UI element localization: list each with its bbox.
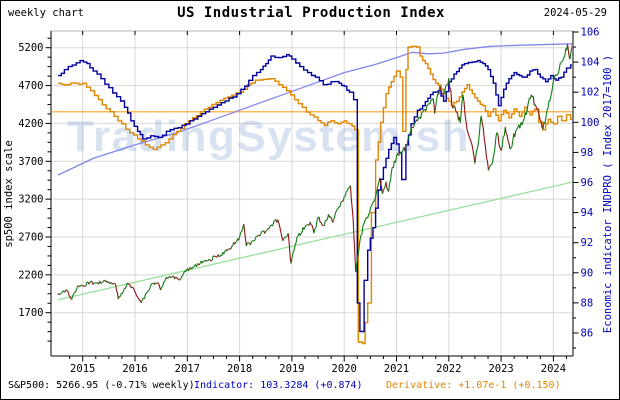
svg-text:3200: 3200: [18, 194, 43, 206]
svg-text:TradingSystem.sh: TradingSystem.sh: [67, 112, 470, 161]
svg-text:94: 94: [581, 207, 594, 219]
svg-text:2022: 2022: [436, 363, 461, 375]
svg-text:86: 86: [581, 328, 594, 340]
svg-text:2020: 2020: [332, 363, 357, 375]
svg-text:90: 90: [581, 267, 594, 279]
svg-text:2016: 2016: [122, 363, 147, 375]
svg-text:4200: 4200: [18, 118, 43, 130]
svg-text:2024: 2024: [541, 363, 566, 375]
svg-text:2021: 2021: [384, 363, 409, 375]
svg-text:3700: 3700: [18, 156, 43, 168]
svg-text:100: 100: [581, 117, 600, 129]
svg-text:1700: 1700: [18, 307, 43, 319]
svg-text:98: 98: [581, 147, 594, 159]
svg-text:sp500 index scale: sp500 index scale: [3, 140, 15, 247]
status-derivative: Derivative: +1.07e-1 (+0.150): [386, 380, 561, 391]
svg-text:2015: 2015: [70, 363, 95, 375]
svg-text:92: 92: [581, 237, 594, 249]
chart-title: US Industrial Production Index: [177, 5, 445, 21]
status-sp500: S&P500: 5266.95 (-0.71% weekly): [8, 380, 195, 391]
svg-text:5200: 5200: [18, 42, 43, 54]
svg-text:2700: 2700: [18, 231, 43, 243]
chart-date: 2024-05-29: [543, 7, 607, 19]
svg-text:2200: 2200: [18, 269, 43, 281]
svg-text:106: 106: [581, 27, 600, 39]
chart-type-label: weekly chart: [8, 7, 84, 19]
svg-text:88: 88: [581, 297, 594, 309]
svg-text:4700: 4700: [18, 80, 43, 92]
svg-text:104: 104: [581, 57, 600, 69]
svg-text:2018: 2018: [227, 363, 252, 375]
svg-text:2019: 2019: [279, 363, 304, 375]
svg-text:102: 102: [581, 87, 600, 99]
svg-text:2023: 2023: [488, 363, 513, 375]
svg-text:Economic indicator INDPRO ( In: Economic indicator INDPRO ( Index 2017=1…: [602, 55, 614, 333]
status-indicator: Indicator: 103.3284 (+0.874): [194, 380, 363, 391]
svg-text:2017: 2017: [175, 363, 200, 375]
svg-text:96: 96: [581, 177, 594, 189]
